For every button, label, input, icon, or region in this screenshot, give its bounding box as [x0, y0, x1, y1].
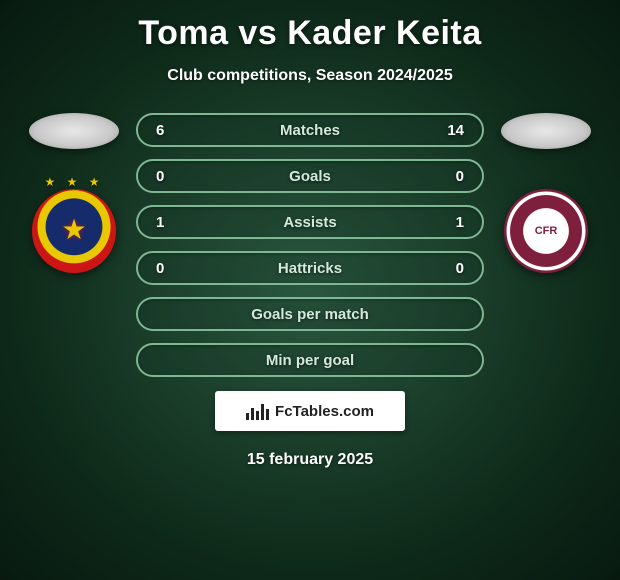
stat-row: 0 Hattricks 0	[136, 251, 484, 285]
stat-left-value: 0	[156, 260, 176, 277]
stat-right-value: 14	[444, 122, 464, 139]
stat-left-value: 0	[156, 168, 176, 185]
badge-stars-icon: ★ ★ ★	[32, 175, 116, 189]
stat-right-value: 1	[444, 214, 464, 231]
stat-left-value: 6	[156, 122, 176, 139]
player-avatar-right	[501, 113, 591, 149]
stat-label: Hattricks	[278, 260, 342, 277]
stat-label: Min per goal	[266, 352, 354, 369]
subtitle: Club competitions, Season 2024/2025	[0, 67, 620, 85]
stat-right-value: 0	[444, 260, 464, 277]
left-side: ★ ★ ★ ★	[24, 113, 124, 273]
page-title: Toma vs Kader Keita	[0, 0, 620, 53]
comparison-content: ★ ★ ★ ★ 6 Matches 14 0 Goals 0 1 Assists…	[0, 113, 620, 377]
player-avatar-left	[29, 113, 119, 149]
stats-column: 6 Matches 14 0 Goals 0 1 Assists 1 0 Hat…	[136, 113, 484, 377]
fctables-text: FcTables.com	[275, 403, 374, 420]
right-side	[496, 113, 596, 273]
stat-right-value: 0	[444, 168, 464, 185]
stat-label: Matches	[280, 122, 340, 139]
stat-label: Goals	[289, 168, 331, 185]
team-badge-right	[504, 189, 588, 273]
bar-chart-icon	[246, 402, 269, 420]
badge-center-star-icon: ★	[61, 213, 86, 246]
stat-row: 0 Goals 0	[136, 159, 484, 193]
date-label: 15 february 2025	[0, 451, 620, 469]
stat-row: Goals per match	[136, 297, 484, 331]
team-badge-left: ★ ★ ★ ★	[32, 189, 116, 273]
fctables-watermark: FcTables.com	[215, 391, 405, 431]
stat-label: Goals per match	[251, 306, 369, 323]
stat-row: 6 Matches 14	[136, 113, 484, 147]
stat-label: Assists	[283, 214, 336, 231]
stat-row: Min per goal	[136, 343, 484, 377]
stat-row: 1 Assists 1	[136, 205, 484, 239]
stat-left-value: 1	[156, 214, 176, 231]
